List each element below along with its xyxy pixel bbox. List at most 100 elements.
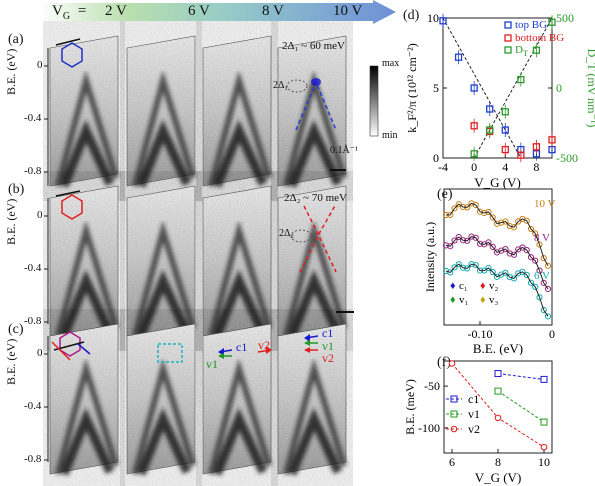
legend-marker-e: ♦ <box>480 294 486 306</box>
yr-tick-label-d: 0 <box>556 81 562 95</box>
legend-label-e: c₁ <box>459 280 468 292</box>
data-point-e <box>485 264 492 272</box>
point-v1 <box>540 418 548 426</box>
chart-e: -0.10 0 B.E. (eV) Intensity (a.u.) 10 V 8 V 6 … <box>423 188 556 355</box>
yl-tick-label-d: 5 <box>433 81 439 95</box>
tick-b-08: -0.8 <box>24 315 42 327</box>
x-tick-label-d: 0 <box>471 160 477 174</box>
data-point-e <box>506 222 513 230</box>
panel-a-dispersion-lines <box>286 78 346 171</box>
data-point-e <box>455 201 462 208</box>
data-point-e <box>544 313 552 320</box>
v1-label-10v: v1 <box>322 339 334 353</box>
data-point-e <box>510 224 518 231</box>
data-point-e <box>468 233 475 240</box>
scale-label: 0.1Å⁻¹ <box>330 145 358 156</box>
xlabel-f: V_G (V) <box>475 470 522 485</box>
hexagon-magenta-icon <box>51 331 91 361</box>
series-line-v1 <box>497 390 545 423</box>
data-point-e <box>447 269 454 276</box>
series-label-e: 8 V <box>534 232 550 244</box>
legend-label-d: top BG <box>515 19 547 31</box>
x-tick-label-e: 0 <box>549 327 555 341</box>
hexagon-red-icon <box>55 190 83 220</box>
tick-a-08: -0.8 <box>24 165 42 177</box>
v2-label-10v: v2 <box>322 351 334 365</box>
arpes-ylabel-b: B.E. (eV) <box>4 198 18 245</box>
tick-b-0: 0 <box>37 209 43 221</box>
data-point-e <box>493 220 501 227</box>
tick-b-04: -0.4 <box>24 262 42 274</box>
point-v2 <box>494 414 502 422</box>
data-point-e <box>502 269 509 276</box>
tick-c-0: 0 <box>37 347 43 359</box>
gap-mark-a: 2Δ₁ <box>273 80 288 91</box>
legend-marker-d <box>504 21 512 29</box>
x-tick-label-e: -0.10 <box>468 327 493 341</box>
data-point-e <box>540 279 547 286</box>
data-point-e <box>527 279 535 286</box>
data-point-e <box>506 250 513 257</box>
gap-label-b: 2Δ₂ ~ 70 meV <box>284 192 347 204</box>
vg-label: VG = <box>52 3 87 22</box>
y-tick-label-f: -100 <box>418 421 440 435</box>
legend-marker-e: ♦ <box>450 294 456 306</box>
panel-label-b: (b) <box>8 182 25 197</box>
fit-line-e <box>445 202 549 266</box>
arpes-ylabel-c: B.E. (eV) <box>4 338 18 385</box>
legend-marker-d <box>504 46 512 54</box>
data-point-e <box>536 267 543 274</box>
data-point-e <box>510 251 518 258</box>
colorbar <box>369 65 379 137</box>
yl-tick-label-d: 10 <box>427 11 439 25</box>
panel-c-markers <box>157 334 319 363</box>
legend-label-e: v₂ <box>489 280 499 292</box>
xlabel-e: B.E. (eV) <box>473 341 523 355</box>
data-point-e <box>502 218 509 225</box>
point-v2 <box>448 360 456 367</box>
data-point-e <box>544 285 552 293</box>
legend-label-d: bottom BG <box>515 32 564 44</box>
legend-label-d: DT <box>515 44 528 58</box>
v2-label-8v: v2 <box>258 338 270 352</box>
c1-label-8v: c1 <box>236 340 248 354</box>
fit-line-e <box>445 236 549 290</box>
arpes-axes <box>44 48 49 462</box>
data-point-e <box>472 261 479 269</box>
point-v2 <box>540 443 548 451</box>
ylabel-right-d: D_T (mV nm⁻¹) <box>585 49 595 128</box>
data-point-e <box>519 268 526 275</box>
voltage-label-6v: 6 V <box>188 3 210 19</box>
point-c1 <box>540 375 548 383</box>
gap-mark-b: 2Δ₂ <box>279 228 294 239</box>
data-point-e <box>451 205 458 212</box>
legend-label-e: v₁ <box>459 294 469 306</box>
data-point-e <box>510 275 518 282</box>
legend-label-f: v2 <box>468 422 480 436</box>
panel-label-a: (a) <box>8 32 24 47</box>
x-tick-label-d: 8 <box>533 160 539 174</box>
ylabel-left-d: k_F²/π (10¹² cm⁻²) <box>405 43 419 132</box>
data-point-e <box>527 225 535 233</box>
panel-label-c: (c) <box>8 322 24 337</box>
legend-label-f: c1 <box>468 392 479 406</box>
panel-c-images <box>50 324 346 474</box>
data-point-e <box>523 271 530 279</box>
fit-line-e <box>445 263 549 317</box>
series-label-e: 10 V <box>534 198 556 210</box>
panel-a-images <box>50 36 346 186</box>
data-point-e <box>532 283 539 290</box>
data-point-e <box>540 306 547 314</box>
data-point-e <box>536 294 543 301</box>
data-point-e <box>451 237 458 244</box>
legend-marker-d <box>504 34 512 42</box>
panel-label-e: (e) <box>437 187 453 202</box>
data-point-e <box>451 264 458 271</box>
x-tick-label-d: 4 <box>502 160 508 174</box>
data-point-e <box>468 261 475 268</box>
x-tick-label-f: 8 <box>495 455 501 469</box>
data-point-e <box>544 262 552 269</box>
panel-b-images <box>50 186 346 336</box>
data-point-e <box>481 209 488 217</box>
